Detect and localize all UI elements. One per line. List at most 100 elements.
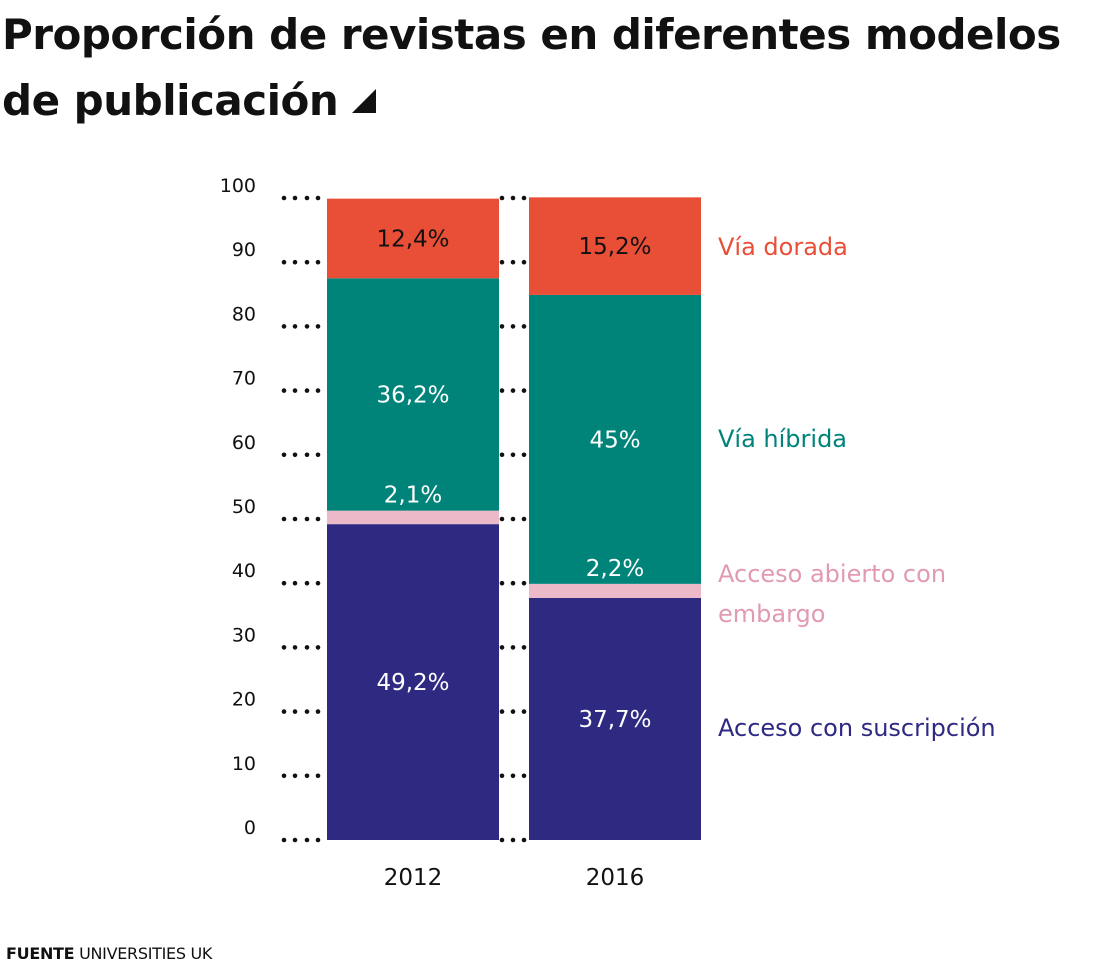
- grid-dot: [292, 195, 298, 201]
- grid-dot: [292, 516, 298, 522]
- source-note: FUENTE UNIVERSITIES UK: [6, 944, 212, 963]
- bar-segment-acceso-abierto-con-embargo-2016: [529, 583, 701, 598]
- legend-item: Vía dorada: [718, 233, 848, 261]
- source-text: UNIVERSITIES UK: [79, 944, 213, 963]
- grid-dot: [292, 837, 298, 843]
- grid-dot: [304, 580, 310, 586]
- grid-dot: [315, 259, 321, 265]
- grid-dot: [521, 709, 527, 714]
- grid-dot: [499, 324, 505, 329]
- y-tick-label: 50: [232, 496, 256, 518]
- grid-dot: [510, 837, 516, 843]
- grid-dot: [510, 709, 516, 714]
- grid-dot: [521, 324, 527, 329]
- grid-dot: [292, 580, 298, 586]
- grid-dot: [292, 645, 298, 650]
- bar-segment-acceso-con-suscripci-n-2012: [327, 524, 499, 840]
- grid-dot: [510, 324, 516, 329]
- grid-dot: [292, 259, 298, 265]
- grid-dot: [315, 516, 321, 522]
- grid-dot: [315, 645, 321, 650]
- grid-dot: [315, 195, 321, 201]
- triangle-corner-icon: [352, 89, 377, 113]
- grid-dot: [304, 773, 310, 779]
- grid-dot: [510, 388, 516, 393]
- y-tick-label: 20: [232, 689, 256, 711]
- grid-dot: [292, 773, 298, 779]
- y-tick-label: 10: [232, 753, 256, 775]
- grid-dot: [521, 837, 527, 843]
- bar-segment-acceso-abierto-con-embargo-2012: [327, 510, 499, 525]
- bar-segment-v-a-h-brida-2012: [327, 278, 499, 511]
- grid-dot: [304, 516, 310, 522]
- grid-dot: [499, 645, 505, 650]
- grid-dot: [499, 580, 505, 586]
- grid-dot: [521, 259, 527, 265]
- grid-dot: [281, 773, 287, 779]
- grid-dot: [315, 324, 321, 329]
- grid-dot: [315, 452, 321, 458]
- source-label: FUENTE: [6, 944, 75, 963]
- bar-segment-v-a-dorada-2016: [529, 197, 701, 295]
- grid-dot: [521, 452, 527, 458]
- y-tick-label: 40: [232, 560, 256, 582]
- grid-dot: [499, 452, 505, 458]
- grid-dot: [315, 388, 321, 393]
- grid-dot: [304, 259, 310, 265]
- grid-dot: [315, 709, 321, 714]
- x-tick-label: 2016: [586, 865, 645, 891]
- legend-item: Acceso abierto con embargo: [718, 560, 946, 628]
- bar-segment-acceso-con-suscripci-n-2016: [529, 597, 701, 840]
- y-tick-label: 60: [232, 432, 256, 454]
- data-label: 49,2%: [376, 670, 449, 696]
- data-labels: 49,2% 2,1% 36,2% 12,4% 37,7% 2,2% 45% 15,2%: [376, 226, 651, 733]
- legend-item: Acceso con suscripción: [718, 714, 996, 742]
- grid-dot: [281, 324, 287, 329]
- grid-dot: [292, 452, 298, 458]
- grid-dot: [521, 645, 527, 650]
- grid-dot: [281, 709, 287, 714]
- chart-title-text: Proporción de revistas en diferentes mod…: [2, 10, 1061, 125]
- grid-dot: [304, 195, 310, 201]
- x-axis: 2012 2016: [384, 865, 645, 891]
- grid-dot: [510, 516, 516, 522]
- legend-label: Vía dorada: [718, 233, 848, 261]
- y-axis: 0 10 20 30 40 50 60 70 80 90 100: [220, 175, 256, 839]
- grid-dot: [510, 645, 516, 650]
- grid-dot: [304, 709, 310, 714]
- y-tick-label: 90: [232, 239, 256, 261]
- grid-dot: [304, 324, 310, 329]
- chart-title: Proporción de revistas en diferentes mod…: [2, 2, 1102, 134]
- grid-dot: [499, 388, 505, 393]
- y-tick-label: 80: [232, 303, 256, 325]
- grid-dot: [499, 259, 505, 265]
- grid-dot: [521, 580, 527, 586]
- grid-dot: [315, 773, 321, 779]
- grid-dot: [510, 452, 516, 458]
- grid-dot: [510, 259, 516, 265]
- grid-dot: [292, 388, 298, 393]
- legend: Acceso con suscripción Acceso abierto con…: [718, 233, 996, 742]
- bar-segment-v-a-h-brida-2016: [529, 294, 701, 584]
- grid-dot: [521, 388, 527, 393]
- y-tick-label: 70: [232, 368, 256, 390]
- data-label: 45%: [589, 427, 640, 453]
- grid-dot: [281, 516, 287, 522]
- grid-dot: [521, 773, 527, 779]
- bars: [327, 197, 701, 840]
- grid-dot: [281, 452, 287, 458]
- grid-dot: [315, 580, 321, 586]
- grid-dot: [281, 645, 287, 650]
- grid-dot: [304, 837, 310, 843]
- grid-dot: [521, 195, 527, 201]
- grid-dot: [281, 580, 287, 586]
- grid-dot: [304, 388, 310, 393]
- bar-segment-v-a-dorada-2012: [327, 198, 499, 279]
- data-label: 37,7%: [578, 707, 651, 733]
- grid-dot: [499, 773, 505, 779]
- grid-dots: [281, 195, 527, 843]
- grid-dot: [304, 452, 310, 458]
- data-label: 2,2%: [586, 556, 644, 582]
- data-label: 36,2%: [376, 382, 449, 408]
